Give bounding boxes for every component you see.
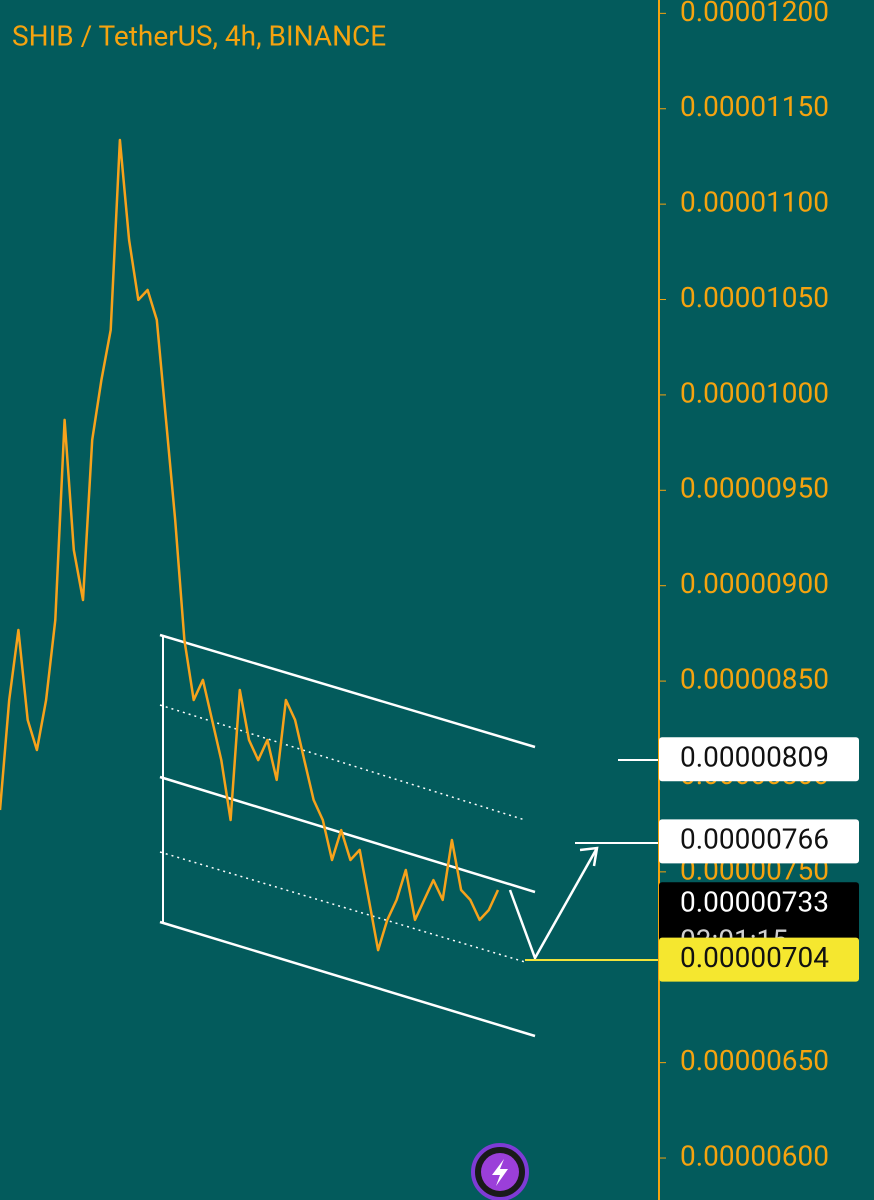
channel	[159, 633, 658, 1038]
y-tick-label: 0.00000850	[680, 662, 829, 695]
price-line	[0, 138, 500, 952]
y-tick-label: 0.00001050	[680, 281, 829, 314]
y-tick-label: 0.00001100	[680, 186, 829, 219]
y-tick-label: 0.00001150	[680, 90, 829, 123]
price-label: 0.00000704	[680, 941, 829, 974]
app-icon[interactable]	[471, 1143, 529, 1200]
icon-bolt	[492, 1159, 508, 1186]
chart-title: SHIB / TetherUS, 4h, BINANCE	[12, 19, 386, 52]
price-label: 0.00000809	[680, 741, 829, 774]
price-label: 0.00000766	[680, 823, 829, 856]
channel-dotted	[159, 704, 526, 821]
channel-middle	[159, 775, 536, 894]
y-tick-label: 0.00001000	[680, 376, 829, 409]
price-label-box	[659, 819, 859, 864]
y-tick-label: 0.00000600	[680, 1139, 829, 1172]
arrow-head	[579, 846, 599, 867]
projection-arrow	[508, 847, 599, 961]
y-tick-label: 0.00000650	[680, 1044, 829, 1077]
price-label-box	[659, 737, 859, 782]
channel-lower	[159, 920, 536, 1038]
y-tick-label: 0.00000950	[680, 472, 829, 505]
y-tick-label: 0.00001200	[680, 0, 829, 28]
price-label: 0.00000733	[680, 886, 829, 919]
y-tick-label: 0.00000900	[680, 567, 829, 600]
channel-upper	[159, 633, 536, 749]
price-label-box	[659, 937, 859, 982]
